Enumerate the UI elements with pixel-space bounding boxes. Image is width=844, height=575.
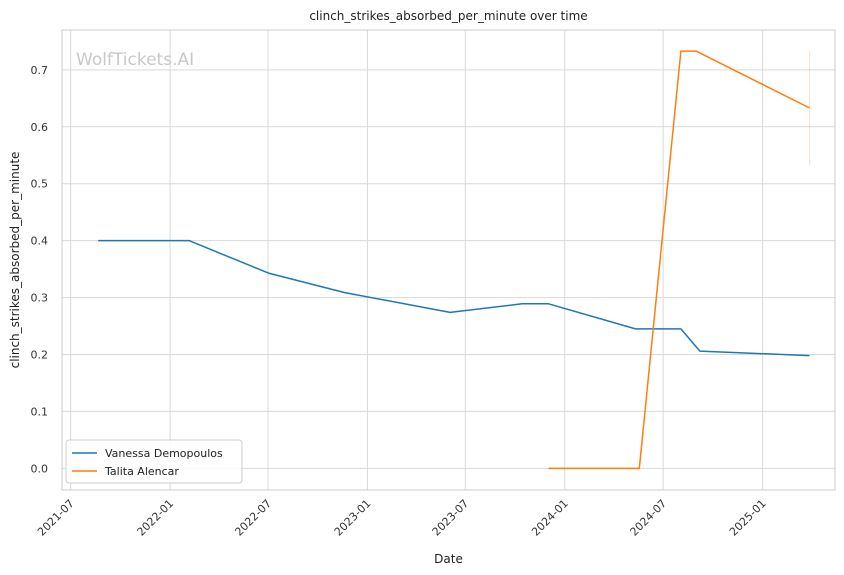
y-tick-labels: 0.0 0.1 0.2 0.3 0.4 0.5 0.6 0.7 [31,64,49,476]
x-tick-label: 2024-07 [628,497,670,539]
x-tick-label: 2022-01 [135,497,177,539]
x-tick-label: 2023-07 [430,497,472,539]
x-axis-title: Date [434,552,463,566]
series-line-0 [98,239,810,357]
y-tick-label: 0.5 [31,178,49,191]
watermark-text: WolfTickets.AI [76,50,194,70]
x-tick-label: 2022-07 [232,497,274,539]
y-tick-label: 0.7 [31,64,49,77]
grid [62,30,835,490]
legend-label: Talita Alencar [104,465,179,478]
legend: Vanessa Demopoulos Talita Alencar [65,439,243,484]
x-tick-label: 2021-07 [35,497,77,539]
y-tick-label: 0.3 [31,292,49,305]
x-tick-label: 2024-01 [529,497,571,539]
y-tick-label: 0.4 [31,235,49,248]
plot-frame [61,29,836,491]
x-tick-labels: 2021-07 2022-01 2022-07 2023-01 2023-07 2024-… [35,497,769,539]
y-tick-label: 0.2 [31,349,49,362]
y-tick-label: 0.0 [31,462,49,475]
x-tick-label: 2023-01 [332,497,374,539]
chart-title: clinch_strikes_absorbed_per_minute over … [309,9,587,23]
x-tick-label: 2025-01 [727,497,769,539]
legend-box [65,439,243,484]
series-line-1 [548,50,810,470]
y-tick-label: 0.1 [31,405,49,418]
legend-label: Vanessa Demopoulos [105,447,223,460]
series-lines [98,50,811,470]
y-tick-label: 0.6 [31,121,49,134]
y-axis-title: clinch_strikes_absorbed_per_minute [8,152,22,369]
